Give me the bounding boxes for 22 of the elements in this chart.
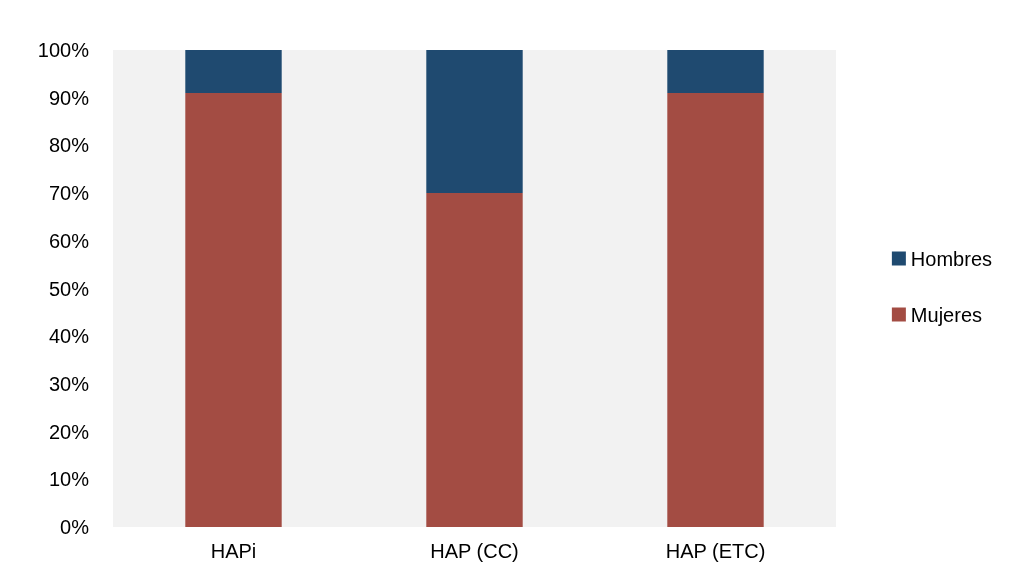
bar: [426, 50, 523, 194]
x-tick-label: HAPi: [210, 540, 257, 562]
y-tick-label: 50%: [48, 277, 90, 300]
y-tick-label: 70%: [48, 182, 90, 205]
bar: [667, 92, 764, 527]
bar: [185, 50, 282, 93]
y-tick-label: 100%: [37, 39, 90, 61]
legend-label: Hombres: [910, 247, 993, 270]
y-tick-label: 90%: [48, 86, 90, 109]
bar: [667, 50, 764, 93]
y-tick-label: 20%: [48, 420, 90, 443]
bar: [426, 193, 523, 527]
x-tick-label: HAP (ETC): [665, 540, 766, 562]
bar: [185, 92, 282, 527]
y-tick-label: 10%: [48, 468, 90, 491]
y-tick-label: 30%: [48, 372, 90, 395]
y-tick-label: 0%: [60, 516, 90, 538]
y-tick-label: 40%: [48, 325, 90, 348]
y-tick-label: 80%: [48, 134, 90, 157]
y-tick-label: 60%: [48, 229, 90, 252]
legend-label: Mujeres: [910, 303, 983, 326]
x-tick-label: HAP (CC): [430, 540, 519, 562]
